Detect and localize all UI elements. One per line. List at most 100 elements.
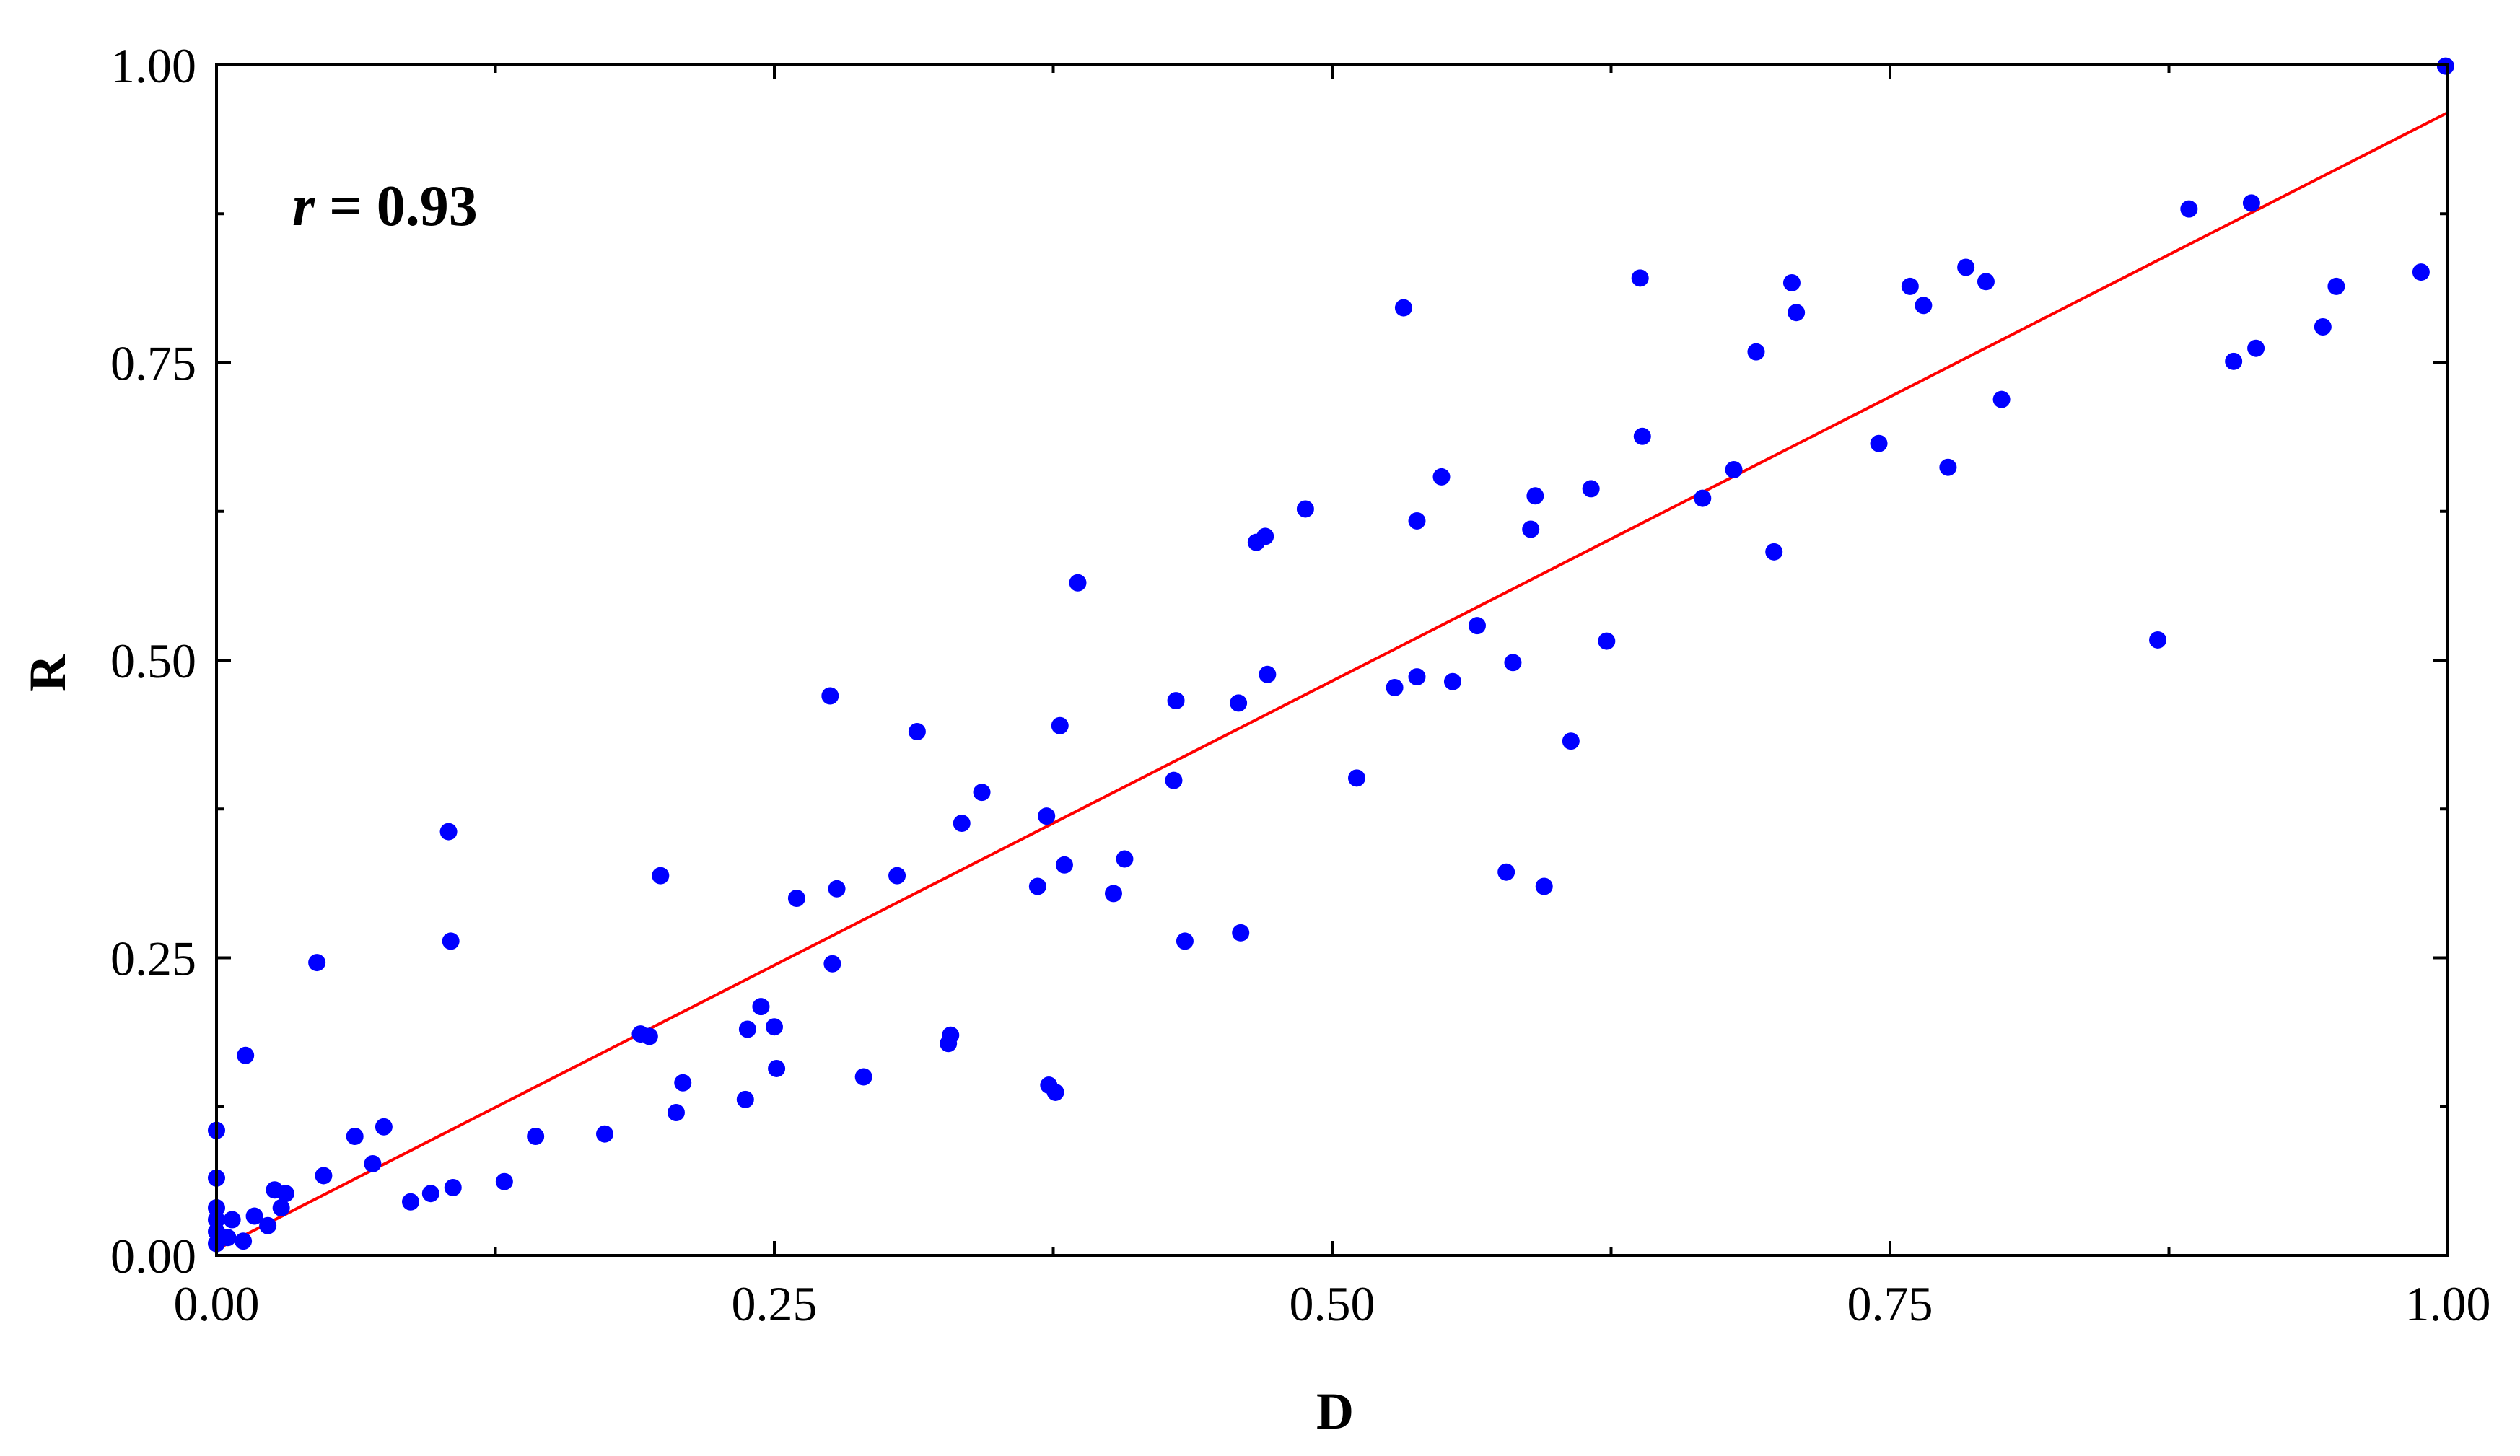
data-point (1165, 771, 1183, 789)
data-point (1901, 277, 1919, 295)
data-point (1992, 390, 2011, 408)
data-point (1939, 458, 1957, 476)
regression-line (216, 111, 2449, 1251)
data-point (235, 1232, 253, 1250)
x-axis-label: D (1316, 1382, 1354, 1440)
data-point (854, 1068, 872, 1086)
data-point (402, 1193, 420, 1211)
data-point (942, 1026, 960, 1044)
x-tick-label: 0.50 (1290, 1276, 1375, 1331)
data-point (2314, 318, 2332, 336)
annotation-value: = 0.93 (315, 175, 478, 238)
data-point (1631, 269, 1649, 287)
y-tick-label: 1.00 (110, 38, 196, 93)
data-point (973, 784, 991, 802)
data-point (908, 723, 926, 740)
data-point (2242, 194, 2260, 212)
y-tick-label: 0.00 (110, 1229, 196, 1284)
data-point (736, 1090, 754, 1108)
tick-labels: 0.00 0.25 0.50 0.75 1.00 0.00 0.25 0.50 0.75 1.00 (110, 38, 2491, 1331)
fit-line-layer (216, 111, 2449, 1251)
data-point (1256, 527, 1274, 545)
data-point (2247, 339, 2265, 357)
data-point (768, 1059, 786, 1077)
data-point (2225, 352, 2243, 370)
data-point (495, 1172, 513, 1190)
data-point (1408, 668, 1426, 686)
data-point (674, 1074, 692, 1092)
data-point (219, 1229, 237, 1247)
data-point (259, 1216, 277, 1234)
data-point (766, 1018, 783, 1036)
x-tick-label: 0.00 (174, 1276, 260, 1331)
y-tick-label: 0.25 (110, 931, 196, 986)
data-point (421, 1185, 439, 1203)
data-point (237, 1046, 255, 1064)
data-point (1522, 520, 1540, 538)
data-point (1408, 512, 1426, 530)
data-point (1394, 299, 1412, 317)
y-tick-label: 0.75 (110, 336, 196, 391)
axis-ticks (215, 63, 2449, 1257)
data-point (1167, 692, 1185, 710)
data-point (652, 867, 670, 885)
annotation-var: r (292, 175, 315, 238)
data-point (444, 1178, 462, 1196)
x-tick-label: 0.25 (732, 1276, 818, 1331)
x-tick-label: 0.75 (1847, 1276, 1933, 1331)
data-point (1504, 654, 1522, 672)
data-point (1915, 297, 1933, 315)
data-point (1055, 856, 1073, 874)
data-point (245, 1207, 263, 1225)
data-point (738, 1020, 756, 1038)
data-point (1348, 769, 1366, 787)
data-point (1028, 877, 1046, 895)
data-point (1443, 672, 1461, 690)
data-point (1633, 427, 1651, 445)
data-point (2149, 631, 2167, 649)
data-point (1582, 480, 1600, 498)
data-point (821, 687, 839, 705)
data-point (1038, 807, 1056, 825)
data-point (823, 955, 841, 973)
data-point (953, 815, 971, 833)
data-point (752, 998, 770, 1016)
data-point (1232, 924, 1250, 942)
data-point (1116, 850, 1134, 868)
annotation-r-value: r = 0.93 (292, 175, 478, 238)
data-point (828, 880, 846, 898)
data-point (667, 1104, 685, 1121)
data-point (1788, 304, 1806, 322)
data-point (364, 1154, 382, 1172)
data-point (1870, 434, 1888, 452)
data-point (308, 954, 326, 972)
points-layer (208, 57, 2454, 1253)
data-point (223, 1211, 241, 1229)
data-point (596, 1125, 614, 1143)
data-point (2327, 277, 2345, 295)
data-point (1765, 543, 1783, 561)
data-point (1104, 885, 1122, 903)
data-point (640, 1027, 658, 1045)
data-point (1069, 574, 1087, 592)
data-point (346, 1128, 364, 1145)
data-point (1386, 678, 1404, 696)
x-tick-label: 1.00 (2405, 1276, 2491, 1331)
data-point (1230, 694, 1248, 712)
data-point (375, 1118, 393, 1136)
data-point (1694, 489, 1712, 507)
plot-frame (215, 63, 2449, 1257)
data-point (787, 890, 805, 907)
data-point (315, 1167, 333, 1185)
data-point (1782, 273, 1801, 291)
data-point (1957, 258, 1975, 276)
data-point (1747, 343, 1765, 361)
data-point (272, 1199, 290, 1216)
data-point (442, 932, 460, 950)
data-point (2180, 200, 2198, 218)
data-point (1176, 932, 1194, 950)
data-point (1468, 617, 1486, 635)
data-point (1977, 273, 1995, 291)
data-point (276, 1185, 294, 1203)
